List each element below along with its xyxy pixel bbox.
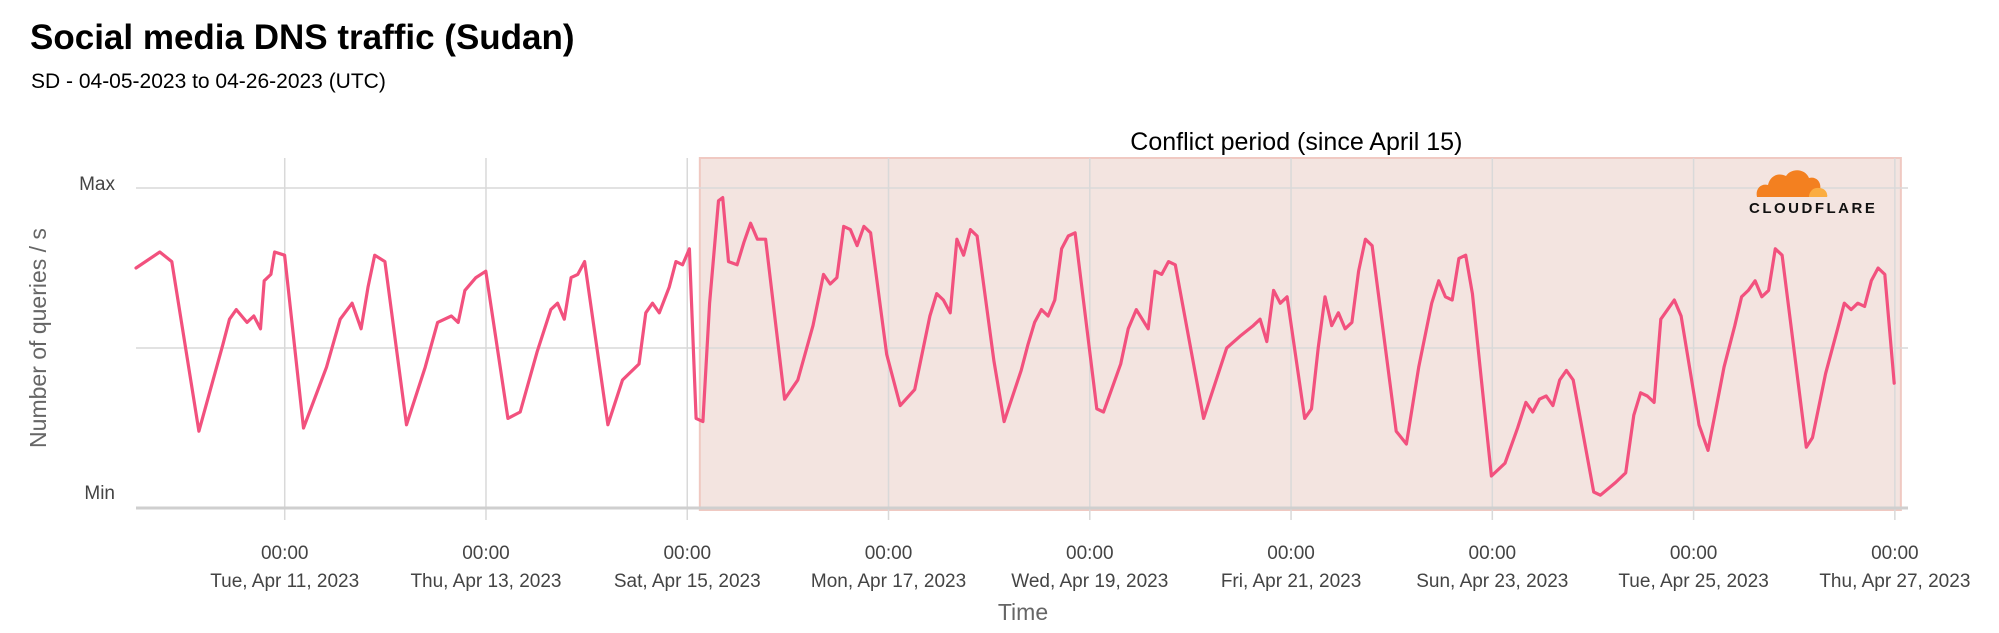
- x-tick-date-label: Tue, Apr 11, 2023: [210, 571, 359, 592]
- cloud-icon: [1756, 170, 1828, 197]
- chart-subtitle: SD - 04-05-2023 to 04-26-2023 (UTC): [31, 70, 386, 93]
- series-layer: [134, 196, 1896, 497]
- x-tick-time-label: 00:00: [1066, 543, 1114, 564]
- x-tick-date-label: Sun, Apr 23, 2023: [1416, 571, 1568, 592]
- chart-title: Social media DNS traffic (Sudan): [30, 18, 575, 57]
- x-tick-date-label: Thu, Apr 27, 2023: [1819, 571, 1970, 592]
- axis-layer: Min Max 00:00 Tue, Apr 11, 2023 00:00 Thu, Ap…: [25, 174, 1970, 625]
- y-tick-label: Max: [79, 174, 115, 195]
- x-tick-time-label: 00:00: [663, 543, 711, 564]
- x-tick-time-label: 00:00: [1267, 543, 1315, 564]
- x-tick-date-label: Sat, Apr 15, 2023: [614, 571, 761, 592]
- x-tick-time-label: 00:00: [261, 543, 309, 564]
- cloudflare-logo: CLOUDFLARE: [1749, 170, 1877, 217]
- x-tick-time-label: 00:00: [1469, 543, 1517, 564]
- y-tick-label: Min: [84, 483, 115, 504]
- logo-text: CLOUDFLARE: [1749, 200, 1877, 217]
- conflict-period-label: Conflict period (since April 15): [1130, 128, 1462, 156]
- x-tick-date-label: Wed, Apr 19, 2023: [1011, 571, 1168, 592]
- conflict-period-shade: [698, 157, 1902, 511]
- x-tick-date-label: Fri, Apr 21, 2023: [1221, 571, 1361, 592]
- conflict-period-layer: Conflict period (since April 15): [698, 128, 1902, 511]
- x-tick-date-label: Thu, Apr 13, 2023: [410, 571, 561, 592]
- x-axis-title: Time: [998, 599, 1048, 625]
- x-tick-date-label: Mon, Apr 17, 2023: [811, 571, 966, 592]
- x-tick-time-label: 00:00: [1670, 543, 1718, 564]
- x-tick-time-label: 00:00: [462, 543, 510, 564]
- y-axis-title: Number of queries / s: [25, 228, 51, 448]
- series-line: [134, 196, 1896, 497]
- cloud-highlight-icon: [1809, 187, 1828, 197]
- x-tick-time-label: 00:00: [1871, 543, 1919, 564]
- x-tick-date-label: Tue, Apr 25, 2023: [1618, 571, 1768, 592]
- x-tick-time-label: 00:00: [865, 543, 913, 564]
